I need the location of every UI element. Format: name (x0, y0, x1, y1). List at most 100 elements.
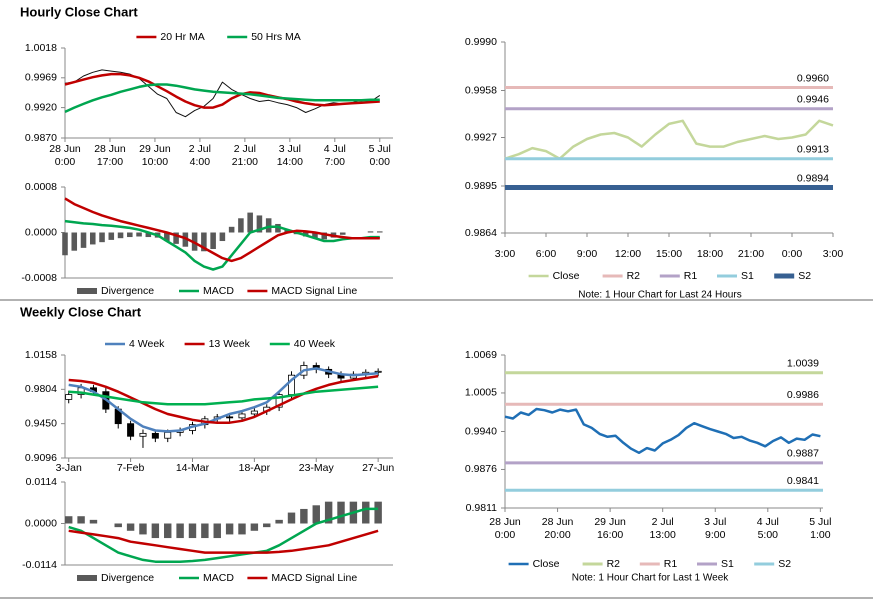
y-tick-label: 0.9990 (465, 36, 497, 48)
divergence-bar (126, 523, 135, 531)
x-tick-label: 15:00 (656, 248, 682, 260)
divergence-bar (176, 523, 184, 539)
y-tick-label: 1.0005 (465, 387, 497, 399)
divergence-bar (263, 523, 271, 528)
candle-body (139, 432, 147, 437)
x-tick-time: 0:00 (495, 529, 516, 541)
divergence-bar (164, 232, 170, 242)
y-tick-label: 1.0158 (25, 349, 57, 361)
x-tick-label: 4 Jul (757, 516, 779, 528)
level-label: 0.9841 (787, 475, 819, 487)
section-title: Weekly Close Chart (20, 304, 142, 319)
legend-label: S1 (741, 270, 754, 282)
divergence-bar (228, 226, 235, 233)
series-line (64, 72, 380, 109)
section-title: Hourly Close Chart (20, 4, 138, 19)
x-tick-time: 0:00 (370, 156, 391, 168)
divergence-bar (89, 519, 98, 524)
x-tick-label: 5 Jul (369, 143, 391, 155)
x-tick-label: 3:00 (823, 248, 844, 260)
divergence-bar (213, 523, 221, 539)
legend-label: 50 Hrs MA (251, 31, 301, 43)
divergence-bar (71, 232, 78, 251)
x-tick-label: 3:00 (495, 248, 516, 260)
x-tick-label: 23-May (299, 462, 335, 474)
x-tick-label: 12:00 (615, 248, 641, 260)
candle-body (275, 394, 283, 408)
x-tick-time: 0:00 (55, 156, 76, 168)
x-tick-label: 28 Jun (94, 143, 126, 155)
candle-body (250, 410, 258, 415)
divergence-bar (89, 232, 96, 245)
divergence-bar (201, 523, 209, 539)
series-line (68, 367, 379, 433)
level-label: 0.9913 (797, 144, 829, 156)
divergence-bar (238, 523, 246, 535)
legend-label: MACD Signal Line (271, 572, 357, 584)
x-tick-label: 7-Feb (117, 462, 145, 474)
series-line (64, 83, 380, 114)
x-tick-time: 21:00 (232, 156, 258, 168)
series-line (68, 385, 379, 406)
x-tick-label: 2 Jul (652, 516, 674, 528)
level-label: 1.0039 (787, 358, 819, 370)
candle-body (164, 431, 172, 439)
divergence-bar (275, 223, 281, 233)
x-tick-label: 3 Jul (704, 516, 726, 528)
x-tick-label: 0:00 (782, 248, 803, 260)
legend-label: R2 (627, 270, 641, 282)
divergence-bar (201, 232, 207, 252)
x-tick-time: 13:00 (650, 529, 676, 541)
candle-body (238, 413, 246, 419)
divergence-bar (145, 232, 152, 238)
candle-body (374, 370, 382, 373)
divergence-bar (287, 512, 296, 524)
legend-label: MACD Signal Line (271, 285, 357, 297)
series-line (504, 119, 834, 160)
x-tick-time: 16:00 (597, 529, 623, 541)
divergence-bar (238, 218, 244, 233)
y-tick-label: 0.0114 (26, 476, 57, 488)
divergence-bar (219, 232, 226, 242)
y-tick-label: 0.9876 (465, 463, 497, 475)
x-tick-label: 5 Jul (809, 516, 831, 528)
candle-body (127, 423, 135, 437)
chart-note: Note: 1 Hour Chart for Last 24 Hours (578, 290, 741, 301)
divergence-bar (339, 232, 346, 235)
divergence-bar (173, 232, 179, 244)
y-tick-label: -0.0008 (21, 272, 57, 284)
legend-label: MACD (203, 285, 234, 297)
x-tick-label: 3 Jul (279, 143, 301, 155)
x-tick-label: 21:00 (738, 248, 764, 260)
x-tick-label: 28 Jun (49, 143, 81, 155)
x-tick-label: 28 Jun (542, 516, 574, 528)
divergence-bar (77, 516, 85, 524)
divergence-bar (256, 215, 263, 233)
legend-label: S2 (798, 270, 811, 282)
y-tick-label: 0.9804 (25, 383, 57, 395)
series-line (68, 529, 379, 554)
y-tick-label: 0.9927 (465, 131, 497, 143)
legend-label: R2 (607, 558, 621, 570)
divergence-bar (225, 523, 234, 535)
legend-label: Divergence (101, 285, 154, 297)
divergence-bar (117, 232, 124, 239)
y-tick-label: 0.9864 (465, 227, 497, 239)
divergence-bar (114, 523, 122, 528)
y-tick-label: 0.0008 (25, 181, 57, 193)
divergence-bar (188, 523, 197, 539)
divergence-bar (164, 523, 172, 539)
x-tick-time: 10:00 (142, 156, 168, 168)
x-tick-label: 2 Jul (234, 143, 256, 155)
y-tick-label: 1.0069 (465, 349, 497, 361)
y-tick-label: 0.9940 (465, 425, 497, 437)
y-tick-label: 0.0000 (25, 517, 57, 529)
divergence-bar (151, 523, 160, 539)
level-label: 0.9986 (787, 389, 819, 401)
legend-label: S2 (778, 558, 791, 570)
divergence-bar (265, 218, 272, 233)
divergence-bar (367, 231, 374, 233)
candle-body (226, 416, 234, 419)
